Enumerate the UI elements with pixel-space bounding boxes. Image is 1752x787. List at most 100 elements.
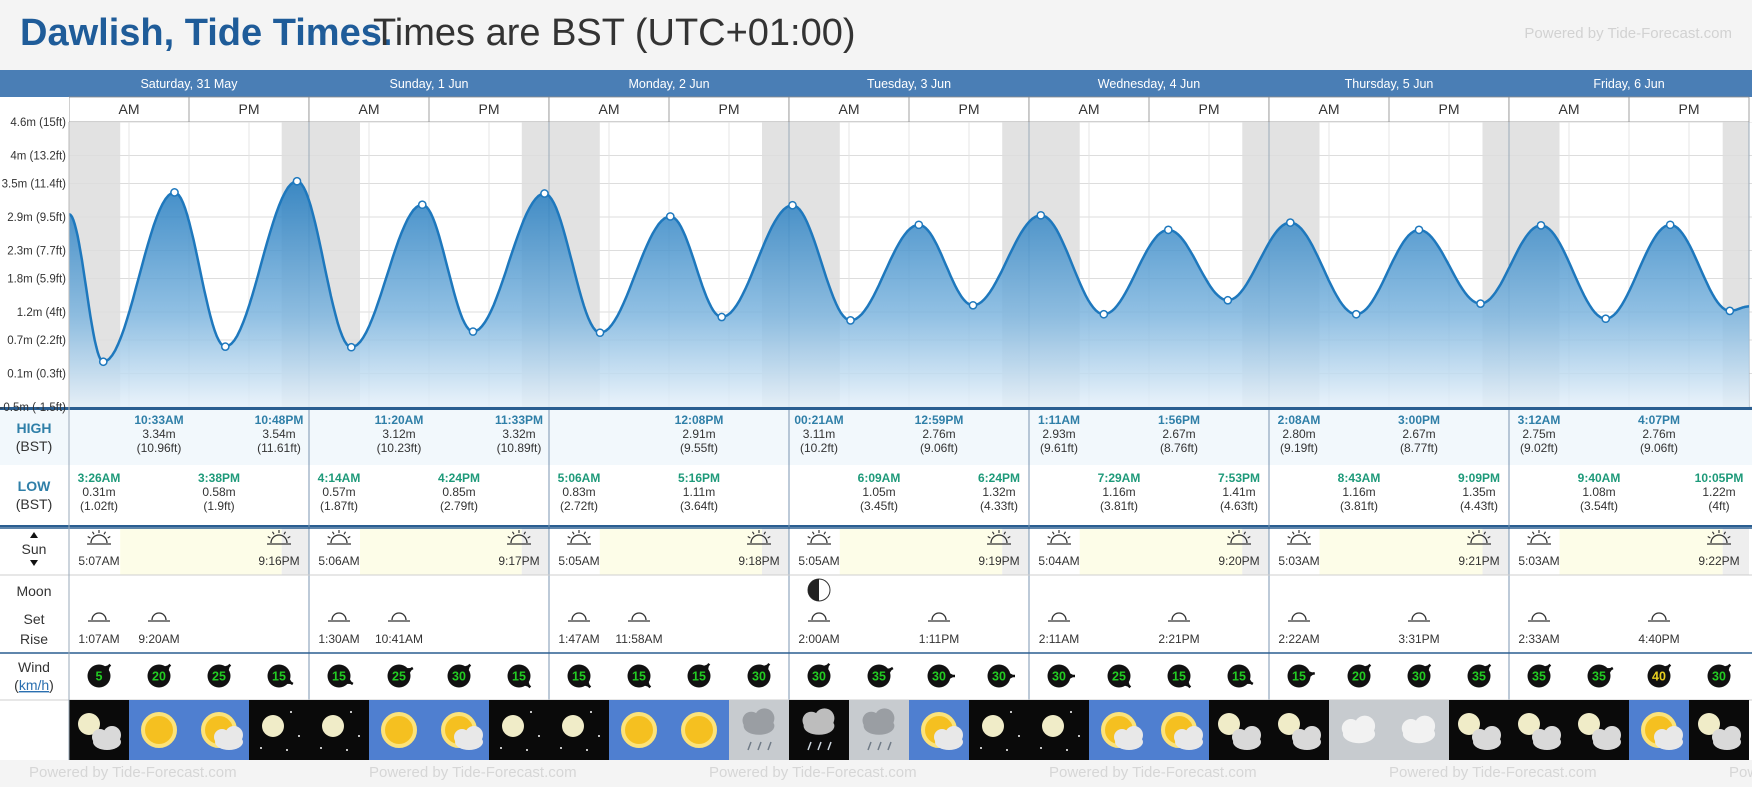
low-tide-level: 1.05m [862,485,895,499]
wind-arrow-head [1664,664,1671,671]
wind-indicator: 30 [987,664,1015,688]
powered-watermark: Powered by Tide-Forecast.com [369,764,577,781]
wind-arrow-head [1246,678,1253,684]
low-tide-time: 3:38PM [198,471,240,485]
daylight-band [1559,528,1723,575]
moonset-icon [88,612,110,622]
wind-speed: 35 [1532,670,1546,684]
low-tide-time: 9:09PM [1458,471,1500,485]
low-tide-point [968,300,978,310]
star [1006,749,1008,751]
star [980,747,982,749]
pm-label: PM [479,101,500,117]
wind-arrow-head [524,681,531,688]
dusk-band [281,528,309,575]
wind-speed: 20 [152,670,166,684]
sunset-icon [747,530,771,545]
cloud-puff [1483,726,1501,744]
sun-cloud-icon [1629,700,1689,760]
wind-unit-link[interactable]: km/h [19,677,49,693]
high-tide-level: 2.67m [1162,427,1195,441]
low-tide-level: 1.08m [1582,485,1615,499]
sunrise-icon [327,530,351,545]
wind-indicator: 30 [447,663,472,688]
cloud-puff [1665,726,1683,744]
wind-badge [1587,664,1611,688]
high-row-band [0,410,1752,465]
wind-speed: 15 [1172,670,1186,684]
first-quarter-moon-icon [807,578,831,602]
wind-speed: 15 [692,670,706,684]
moonrise-time: 1:11PM [919,632,959,646]
sun-arc [510,534,528,544]
sun-row-label: Sun [22,541,47,557]
moonset-icon [568,612,590,622]
sunset-icon [987,530,1011,545]
cloud-puff [1303,726,1321,744]
star [1078,735,1080,737]
star [530,711,532,713]
low-tide-point [1725,306,1735,316]
wind-badge [207,664,231,688]
moonset-icon [328,612,350,622]
sun-ray [1231,531,1235,535]
star [320,747,322,749]
rain-drop [877,741,882,751]
sunny-icon [669,700,729,760]
high-tide-point [1285,218,1295,227]
moon-rise-label: Rise [20,631,48,647]
sun-arc [270,534,288,544]
sunset-time: 9:19PM [978,554,1019,568]
low-tide-feet: (4.33ft) [980,499,1018,513]
high-tide-time: 10:33AM [134,413,183,427]
high-tide-feet: (10.89ft) [497,441,542,455]
star [290,711,292,713]
wind-arrow-head [1184,681,1191,688]
low-tide-point [220,342,230,351]
moon-arc [331,612,347,621]
powered-by-link[interactable]: Powered by Tide-Forecast.com [1524,25,1732,42]
wind-arrow-head [1069,673,1075,679]
sun-ray [103,531,107,535]
cloud-puff [1603,726,1621,744]
wind-badge [1707,664,1731,688]
y-tick-label: 0.1m (0.3ft) [7,368,66,380]
low-tide-time: 7:53PM [1218,471,1260,485]
low-tide-level: 0.31m [82,485,115,499]
sunset-time: 9:16PM [258,554,299,568]
sun-ray [1303,531,1307,535]
sunrise-icon [567,530,591,545]
wind-indicator: 15 [567,664,592,689]
sun-ray [763,531,767,535]
wind-indicator: 35 [1587,664,1614,688]
corner-cell [0,97,69,122]
sun-ray [1467,535,1471,539]
tide-table-bottom-border [0,525,1752,527]
y-tick-label: 0.7m (2.2ft) [7,335,66,347]
low-tide-feet: (4ft) [1708,499,1729,513]
clear-night-icon [549,700,609,760]
sun-ray [1003,531,1007,535]
sun-arc [1050,534,1068,544]
wind-arrow-head [1009,673,1015,679]
low-tide-point [717,312,727,322]
wind-badge [267,664,291,688]
star [298,735,300,737]
moonrise-icon [148,612,170,622]
high-tide-time: 3:12AM [1518,413,1561,427]
sun-ray [823,531,827,535]
sun-ray [1531,531,1535,535]
am-label: AM [839,101,860,117]
sun-ray [751,531,755,535]
sun-ray [1527,535,1531,539]
am-label: AM [599,101,620,117]
low-tide-level: 1.11m [683,485,715,499]
sunrise-time: 5:07AM [78,554,119,568]
sun-ray [267,535,271,539]
wind-indicator: 30 [747,662,771,688]
y-axis-panel [0,122,69,407]
sun-ray [1291,531,1295,535]
wind-speed: 15 [332,670,346,684]
low-tide-point [1351,309,1361,319]
y-tick-label: 3.5m (11.4ft) [2,178,67,190]
